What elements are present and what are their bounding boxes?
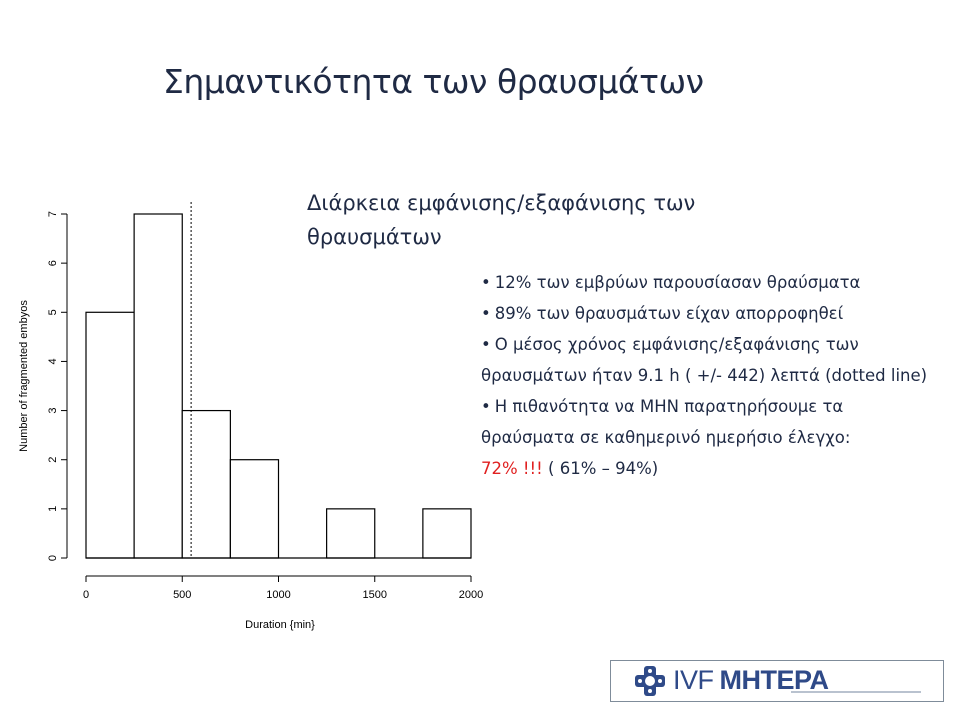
medical-cross-icon [635, 666, 665, 696]
logo-tagline-bar [791, 691, 921, 693]
bullet-dot: • [481, 397, 491, 416]
bullet-item: • Η πιθανότητα να ΜΗΝ παρατηρήσουμε τα θρ… [481, 391, 941, 484]
y-tick-label: 6 [47, 260, 59, 266]
bullet-item: • Ο μέσος χρόνος εμφάνισης/εξαφάνισης των… [481, 329, 941, 391]
bullet-text: 12% των εμβρύων παρουσίασαν θραύσματα [494, 273, 861, 292]
logo: IVF ΜΗΤΕΡΑ [610, 660, 944, 702]
y-tick-label: 4 [47, 358, 59, 364]
bullet-dot: • [481, 335, 491, 354]
highlight-probability: 72% !!! [481, 459, 543, 478]
histogram-bar [229, 459, 280, 559]
bullet-item: • 89% των θραυσμάτων είχαν απορροφηθεί [481, 298, 941, 329]
y-tick-label: 5 [47, 309, 59, 315]
bullet-text: 89% των θραυσμάτων είχαν απορροφηθεί [494, 304, 844, 323]
logo-text: IVF ΜΗΤΕΡΑ [673, 665, 829, 696]
x-tick-label: 2000 [459, 589, 483, 601]
bullet-dot: • [481, 273, 491, 292]
y-tick-label: 1 [47, 506, 59, 512]
histogram-bar [422, 508, 472, 559]
bullet-text: Ο μέσος χρόνος εμφάνισης/εξαφάνισης των … [481, 335, 928, 385]
y-tick-label: 3 [47, 408, 59, 414]
y-tick-label: 0 [47, 555, 59, 561]
y-axis-label: Number of fragmented embyos [18, 300, 30, 452]
y-tick-label: 2 [47, 457, 59, 463]
histogram-bar [85, 311, 135, 559]
bullet-item: • 12% των εμβρύων παρουσίασαν θραύσματα [481, 267, 941, 298]
slide-title: Σημαντικότητα των θραυσμάτων [163, 62, 704, 101]
bullet-tail: ( 61% – 94%) [542, 459, 659, 478]
chart-marks: 0 500 1000 1500 2000 0 1 2 3 4 5 6 7 [47, 202, 483, 601]
x-tick-label: 500 [173, 589, 191, 601]
y-tick-label: 7 [47, 211, 59, 217]
logo-brand: ΜΗΤΕΡΑ [719, 665, 830, 695]
x-tick-label: 1000 [266, 589, 290, 601]
histogram-bar [326, 508, 376, 559]
x-tick-label: 1500 [363, 589, 387, 601]
logo-ivf: IVF [673, 665, 714, 695]
bullet-list: • 12% των εμβρύων παρουσίασαν θραύσματα •… [481, 267, 941, 484]
bullet-dot: • [481, 304, 491, 323]
bullet-text: Η πιθανότητα να ΜΗΝ παρατηρήσουμε τα θρα… [481, 397, 851, 447]
x-tick-label: 0 [83, 589, 89, 601]
histogram-bar [181, 409, 231, 559]
histogram-bar [133, 213, 183, 559]
x-axis-label: Duration {min} [245, 619, 315, 631]
slide-subtitle: Διάρκεια εμφάνισης/εξαφάνισης των θραυσμ… [307, 191, 696, 249]
